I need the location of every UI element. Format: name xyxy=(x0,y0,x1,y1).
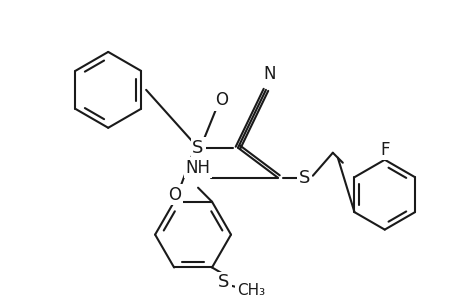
Text: S: S xyxy=(218,273,229,291)
Text: S: S xyxy=(298,169,310,187)
Text: S: S xyxy=(192,139,203,157)
Text: O: O xyxy=(215,91,228,109)
Text: N: N xyxy=(263,65,275,83)
Text: CH₃: CH₃ xyxy=(236,283,264,298)
Text: F: F xyxy=(379,141,389,159)
Text: NH: NH xyxy=(185,159,210,177)
Text: O: O xyxy=(168,186,181,204)
